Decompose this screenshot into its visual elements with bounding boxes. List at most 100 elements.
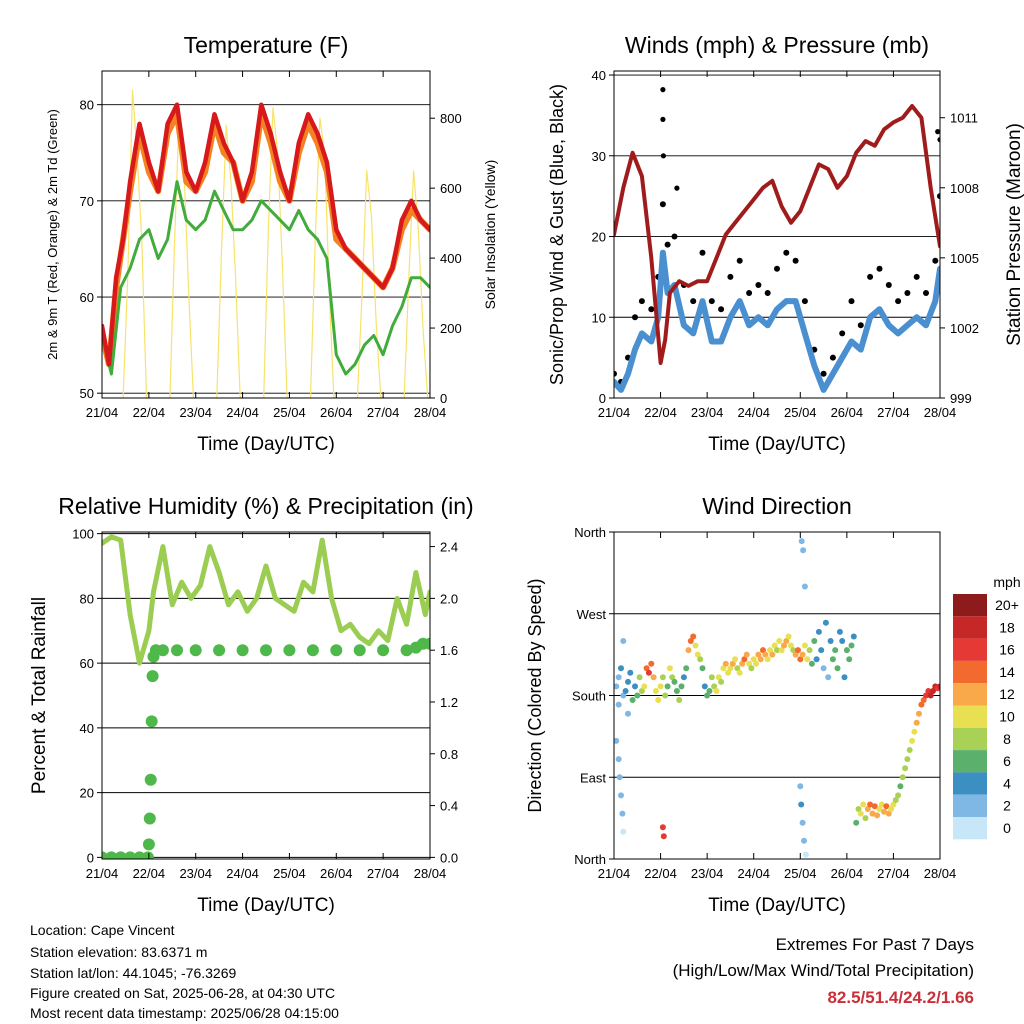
legend-swatch	[953, 750, 987, 773]
wind-direction-point	[925, 688, 932, 694]
wind-direction-point	[757, 656, 764, 663]
wind-direction-point	[704, 692, 711, 699]
gust-point	[660, 87, 666, 93]
wind-direction-point	[771, 642, 778, 649]
wind-direction-point	[848, 642, 855, 649]
precipitation-point	[306, 644, 319, 657]
wind-direction-point	[911, 728, 918, 735]
precipitation-point	[213, 644, 226, 657]
wind-direction-point	[801, 837, 807, 844]
y2-tick-label: 1008	[950, 181, 979, 196]
precipitation-point	[377, 644, 390, 657]
y2-tick-label: 800	[440, 111, 462, 126]
gust-point	[614, 370, 617, 377]
gust-point	[708, 298, 715, 305]
wind-direction-point	[874, 812, 881, 819]
y-tick-label: 60	[80, 290, 94, 305]
legend-label: 16	[999, 642, 1015, 658]
winds-pressure-ylabel: Sonic/Prop Wind & Gust (Blue, Black)	[547, 84, 567, 385]
wind-direction-point	[632, 683, 638, 690]
gust-point	[923, 290, 929, 296]
x-tick-label: 28/04	[414, 866, 447, 881]
wind-direction-point	[655, 697, 662, 703]
legend-swatch	[953, 817, 987, 840]
wind-direction-point	[799, 819, 806, 826]
dewpoint-2m-line	[102, 180, 430, 376]
wind-direction-point	[869, 810, 876, 817]
wind-direction-point	[904, 756, 911, 763]
x-tick-label: 21/04	[86, 866, 119, 881]
x-tick-label: 21/04	[598, 866, 631, 881]
humidity-precip-data	[102, 534, 430, 859]
pressure-line	[614, 104, 940, 365]
y-tick-label: 30	[592, 149, 606, 164]
wind-direction-point	[625, 678, 631, 685]
wind-direction-point	[822, 619, 829, 626]
wind-direction-point	[783, 638, 790, 644]
wind-direction-point	[801, 583, 808, 590]
wind-direction-point	[853, 819, 860, 826]
wind-direction-point	[781, 642, 787, 649]
gust-point	[671, 233, 678, 240]
wind-direction-point	[638, 688, 645, 694]
y2-tick-label: 200	[440, 321, 462, 336]
x-tick-label: 22/04	[644, 866, 677, 881]
gust-point	[648, 306, 655, 313]
wind-direction-point	[615, 756, 622, 763]
temperature-data	[102, 89, 430, 398]
wind-direction-point	[862, 815, 869, 822]
wind-direction-point	[699, 665, 706, 672]
wind-direction-point	[725, 669, 732, 676]
wind-direction-point	[734, 665, 741, 672]
x-tick-label: 24/04	[737, 405, 770, 420]
winds-pressure-title: Winds (mph) & Pressure (mb)	[625, 32, 929, 58]
gust-point	[664, 241, 671, 248]
wind-direction-point	[800, 547, 807, 554]
legend-label: 18	[999, 619, 1015, 635]
wind-direction-point	[673, 688, 680, 694]
x-tick-label: 25/04	[273, 866, 306, 881]
wind-direction-point	[627, 669, 634, 676]
precipitation-point	[236, 644, 249, 657]
wind-direction-point	[798, 538, 805, 545]
legend-swatch	[953, 727, 987, 751]
wind-direction-point	[916, 710, 922, 717]
relative-humidity-line	[102, 534, 430, 666]
wind-direction-xlabel: Time (Day/UTC)	[708, 895, 846, 916]
y-tick-label: 60	[80, 656, 94, 671]
gust-point	[885, 282, 892, 288]
wind-direction-point	[615, 701, 622, 708]
wind-direction-point	[636, 674, 643, 681]
x-tick-label: 27/04	[367, 866, 400, 881]
y2-tick-label: 600	[440, 181, 462, 196]
winds-pressure-data	[614, 87, 940, 393]
humidity-precip-chart: 21/04 22/04 23/04 24/04 25/04 26/04 27/04 28/04…	[29, 493, 474, 916]
y-tick-label: 0	[87, 850, 94, 865]
wind-direction-point	[871, 803, 878, 810]
wind-direction-point	[641, 683, 648, 690]
wind-direction-point	[683, 665, 690, 672]
x-tick-label: 27/04	[367, 405, 400, 420]
y-tick-label: South	[572, 689, 606, 704]
wind-direction-point	[671, 678, 678, 685]
wind-direction-point	[802, 851, 809, 858]
precipitation-point	[189, 644, 202, 657]
precipitation-point	[330, 644, 343, 657]
wind-direction-data	[614, 538, 940, 858]
precipitation-point	[105, 851, 118, 859]
humidity-precip-frame	[101, 531, 431, 860]
x-tick-label: 26/04	[320, 405, 353, 420]
wind-direction-point	[743, 651, 750, 658]
wind-direction-point	[906, 747, 913, 753]
gust-point	[857, 322, 864, 329]
wind-direction-point	[797, 656, 804, 663]
x-tick-label: 24/04	[737, 866, 770, 881]
wind-direction-point	[923, 692, 929, 699]
x-tick-label: 25/04	[784, 866, 817, 881]
x-tick-label: 26/04	[320, 866, 353, 881]
wind-direction-point	[701, 683, 708, 690]
wind-direction-point	[888, 806, 895, 812]
wind-direction-point	[620, 638, 627, 644]
wind-direction-point	[625, 710, 631, 717]
wind-direction-point	[811, 638, 818, 644]
